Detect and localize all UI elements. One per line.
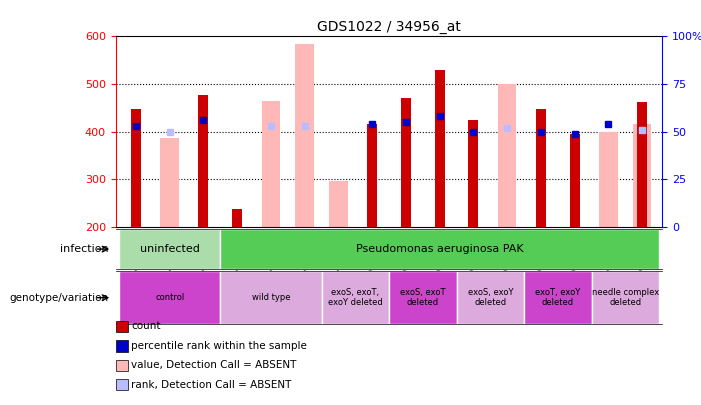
Bar	[599, 132, 618, 227]
Title: GDS1022 / 34956_at: GDS1022 / 34956_at	[317, 20, 461, 34]
Text: uninfected: uninfected	[139, 244, 200, 254]
Bar	[468, 120, 479, 227]
Bar	[116, 379, 128, 390]
Bar	[232, 209, 243, 227]
Text: exoS, exoT,
exoY deleted: exoS, exoT, exoY deleted	[328, 288, 383, 307]
Bar	[119, 271, 220, 324]
Bar	[119, 229, 220, 269]
Bar	[389, 271, 456, 324]
Text: needle complex
deleted: needle complex deleted	[592, 288, 659, 307]
Bar	[637, 102, 647, 227]
Text: percentile rank within the sample: percentile rank within the sample	[131, 341, 307, 351]
Text: value, Detection Call = ABSENT: value, Detection Call = ABSENT	[131, 360, 297, 370]
Bar	[131, 109, 141, 227]
Bar	[116, 340, 128, 352]
Bar	[161, 138, 179, 227]
Text: exoS, exoY
deleted: exoS, exoY deleted	[468, 288, 513, 307]
Text: control: control	[155, 293, 184, 302]
Bar	[401, 98, 411, 227]
Text: wild type: wild type	[252, 293, 290, 302]
Text: exoT, exoY
deleted: exoT, exoY deleted	[535, 288, 580, 307]
Bar	[592, 271, 659, 324]
Bar	[261, 101, 280, 227]
Bar	[116, 321, 128, 332]
Bar	[524, 271, 592, 324]
Bar	[295, 44, 314, 227]
Bar	[456, 271, 524, 324]
Bar	[633, 124, 651, 227]
Text: exoS, exoT
deleted: exoS, exoT deleted	[400, 288, 446, 307]
Bar	[536, 109, 546, 227]
Text: genotype/variation: genotype/variation	[10, 293, 109, 303]
Bar	[435, 70, 444, 227]
Bar	[198, 96, 208, 227]
Text: Pseudomonas aeruginosa PAK: Pseudomonas aeruginosa PAK	[356, 244, 524, 254]
Bar	[220, 229, 659, 269]
Bar	[329, 181, 348, 227]
Bar	[322, 271, 389, 324]
Text: infection: infection	[60, 244, 109, 254]
Bar	[367, 124, 377, 227]
Text: count: count	[131, 322, 161, 331]
Bar	[570, 134, 580, 227]
Bar	[498, 84, 517, 227]
Bar	[220, 271, 322, 324]
Bar	[116, 360, 128, 371]
Text: rank, Detection Call = ABSENT: rank, Detection Call = ABSENT	[131, 380, 292, 390]
